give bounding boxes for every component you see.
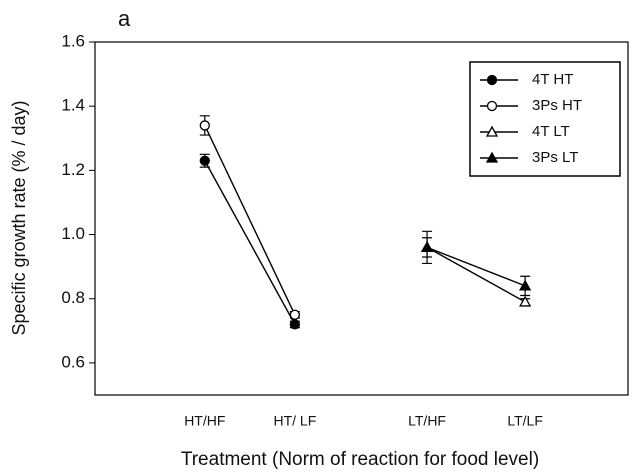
series-line xyxy=(426,246,526,287)
y-axis-label: Specific growth rate (% / day) xyxy=(9,100,29,335)
x-tick-label: HT/HF xyxy=(184,413,225,429)
legend-marker xyxy=(486,100,498,112)
panel-label: a xyxy=(118,6,131,31)
x-axis-label: Treatment (Norm of reaction for food lev… xyxy=(181,449,539,470)
data-point xyxy=(519,295,532,307)
plot-frame xyxy=(94,41,629,396)
data-point xyxy=(199,120,210,131)
data-point xyxy=(519,279,532,291)
data-point xyxy=(420,241,434,253)
y-tick-label: 1.0 xyxy=(61,224,85,243)
series-line xyxy=(204,125,296,316)
data-point xyxy=(199,155,210,166)
legend-marker xyxy=(485,151,499,163)
y-tick-label: 0.8 xyxy=(61,288,85,307)
legend-label: 4T HT xyxy=(532,71,573,88)
legend-label: 4T LT xyxy=(532,123,570,140)
y-tick-label: 0.6 xyxy=(61,352,85,371)
legend-label: 3Ps HT xyxy=(532,97,582,114)
series-line xyxy=(426,246,526,303)
legend-marker xyxy=(486,74,498,86)
y-tick-label: 1.4 xyxy=(61,96,85,115)
y-tick-label: 1.6 xyxy=(61,31,85,50)
x-tick-label: LT/HF xyxy=(408,413,446,429)
legend-label: 3Ps LT xyxy=(532,149,578,166)
x-tick-label: HT/ LF xyxy=(273,413,316,429)
series-line xyxy=(204,160,296,325)
legend-marker xyxy=(485,125,499,137)
data-point xyxy=(289,309,301,320)
data-point xyxy=(289,319,301,330)
y-tick-label: 1.2 xyxy=(61,160,85,179)
x-tick-label: LT/LF xyxy=(507,413,543,429)
